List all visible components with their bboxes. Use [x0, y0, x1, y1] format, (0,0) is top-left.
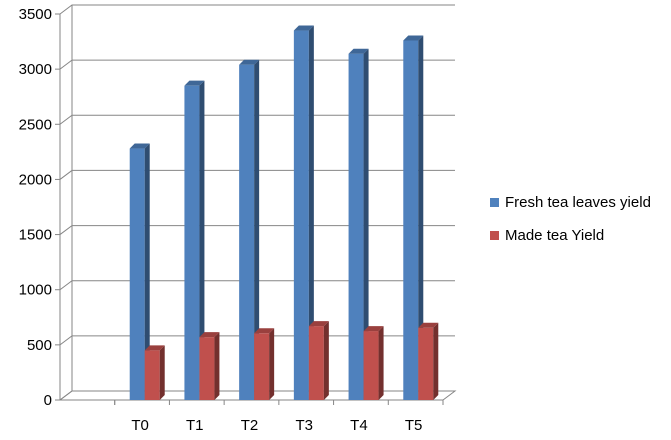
bar-top [144, 345, 165, 351]
legend: Fresh tea leaves yield Made tea Yield [490, 186, 651, 252]
bar-front [403, 40, 419, 401]
x-tick-label: T5 [405, 417, 423, 434]
bar-top [129, 143, 150, 149]
bar-fresh-T3 [293, 25, 314, 401]
bar-front [199, 337, 215, 400]
bar-top [418, 322, 439, 328]
bar-front [348, 53, 364, 401]
bar-side [433, 322, 439, 400]
bar-side [214, 332, 220, 400]
bar-front [363, 331, 379, 400]
bar-fresh-T1 [184, 80, 205, 400]
bar-front [418, 327, 434, 400]
bar-made-T0 [144, 345, 165, 400]
bar-made-T5 [418, 322, 439, 400]
y-tick-label: 0 [44, 392, 52, 409]
x-tick-label: T1 [186, 417, 204, 434]
legend-label-fresh: Fresh tea leaves yield [505, 194, 651, 211]
bar-side [144, 143, 150, 400]
bar-front [144, 350, 160, 400]
y-tick-label: 3500 [19, 6, 52, 23]
bar-made-T4 [363, 326, 384, 400]
gridline [59, 4, 455, 15]
bar-top [403, 35, 424, 41]
y-tick-label: 2000 [19, 171, 52, 188]
bar-top [254, 328, 275, 334]
bar-fresh-T5 [403, 35, 424, 401]
bar-fresh-T0 [129, 143, 150, 400]
bar-side [418, 35, 424, 401]
bar-top [184, 80, 205, 86]
bar-made-T3 [308, 321, 329, 400]
bar-side [363, 48, 369, 401]
bar-fresh-T4 [348, 48, 369, 401]
x-tick-label: T3 [295, 417, 313, 434]
bar-front [308, 326, 324, 400]
bar-side [159, 345, 165, 400]
y-axis-ticks: 0 500 1000 1500 2000 2500 3000 3500 [19, 6, 444, 409]
bar-side [254, 59, 260, 400]
x-tick-label: T4 [350, 417, 368, 434]
bar-top [199, 332, 220, 338]
x-axis-categories: T0 T1 T2 T3 T4 T5 [131, 417, 422, 434]
bar-top [239, 59, 260, 65]
bar-fresh-T2 [239, 59, 260, 400]
bar-made-T2 [254, 328, 275, 400]
bars [129, 25, 439, 401]
y-tick-label: 500 [27, 337, 52, 354]
bar-made-T1 [199, 332, 220, 400]
bar-top [348, 48, 369, 54]
bar-front [129, 148, 145, 400]
legend-item-made: Made tea Yield [490, 219, 651, 252]
bar-front [254, 333, 270, 400]
y-tick-label: 1500 [19, 227, 52, 244]
bar-side [378, 326, 384, 400]
legend-swatch-fresh [490, 198, 499, 207]
bar-top [308, 321, 329, 327]
bar-top [293, 25, 314, 31]
y-tick-label: 3000 [19, 61, 52, 78]
y-tick-label: 1000 [19, 282, 52, 299]
legend-swatch-made [490, 231, 499, 240]
bar-front [184, 85, 200, 400]
legend-item-fresh: Fresh tea leaves yield [490, 186, 651, 219]
legend-label-made: Made tea Yield [505, 227, 605, 244]
bar-top [363, 326, 384, 332]
bar-side [323, 321, 329, 400]
bar-side [308, 25, 314, 401]
bar-side [199, 80, 205, 400]
x-tick-label: T2 [241, 417, 259, 434]
bar-side [269, 328, 275, 400]
x-tick-label: T0 [131, 417, 149, 434]
bar-front [239, 64, 255, 400]
bar-front [293, 30, 309, 401]
y-tick-label: 2500 [19, 116, 52, 133]
